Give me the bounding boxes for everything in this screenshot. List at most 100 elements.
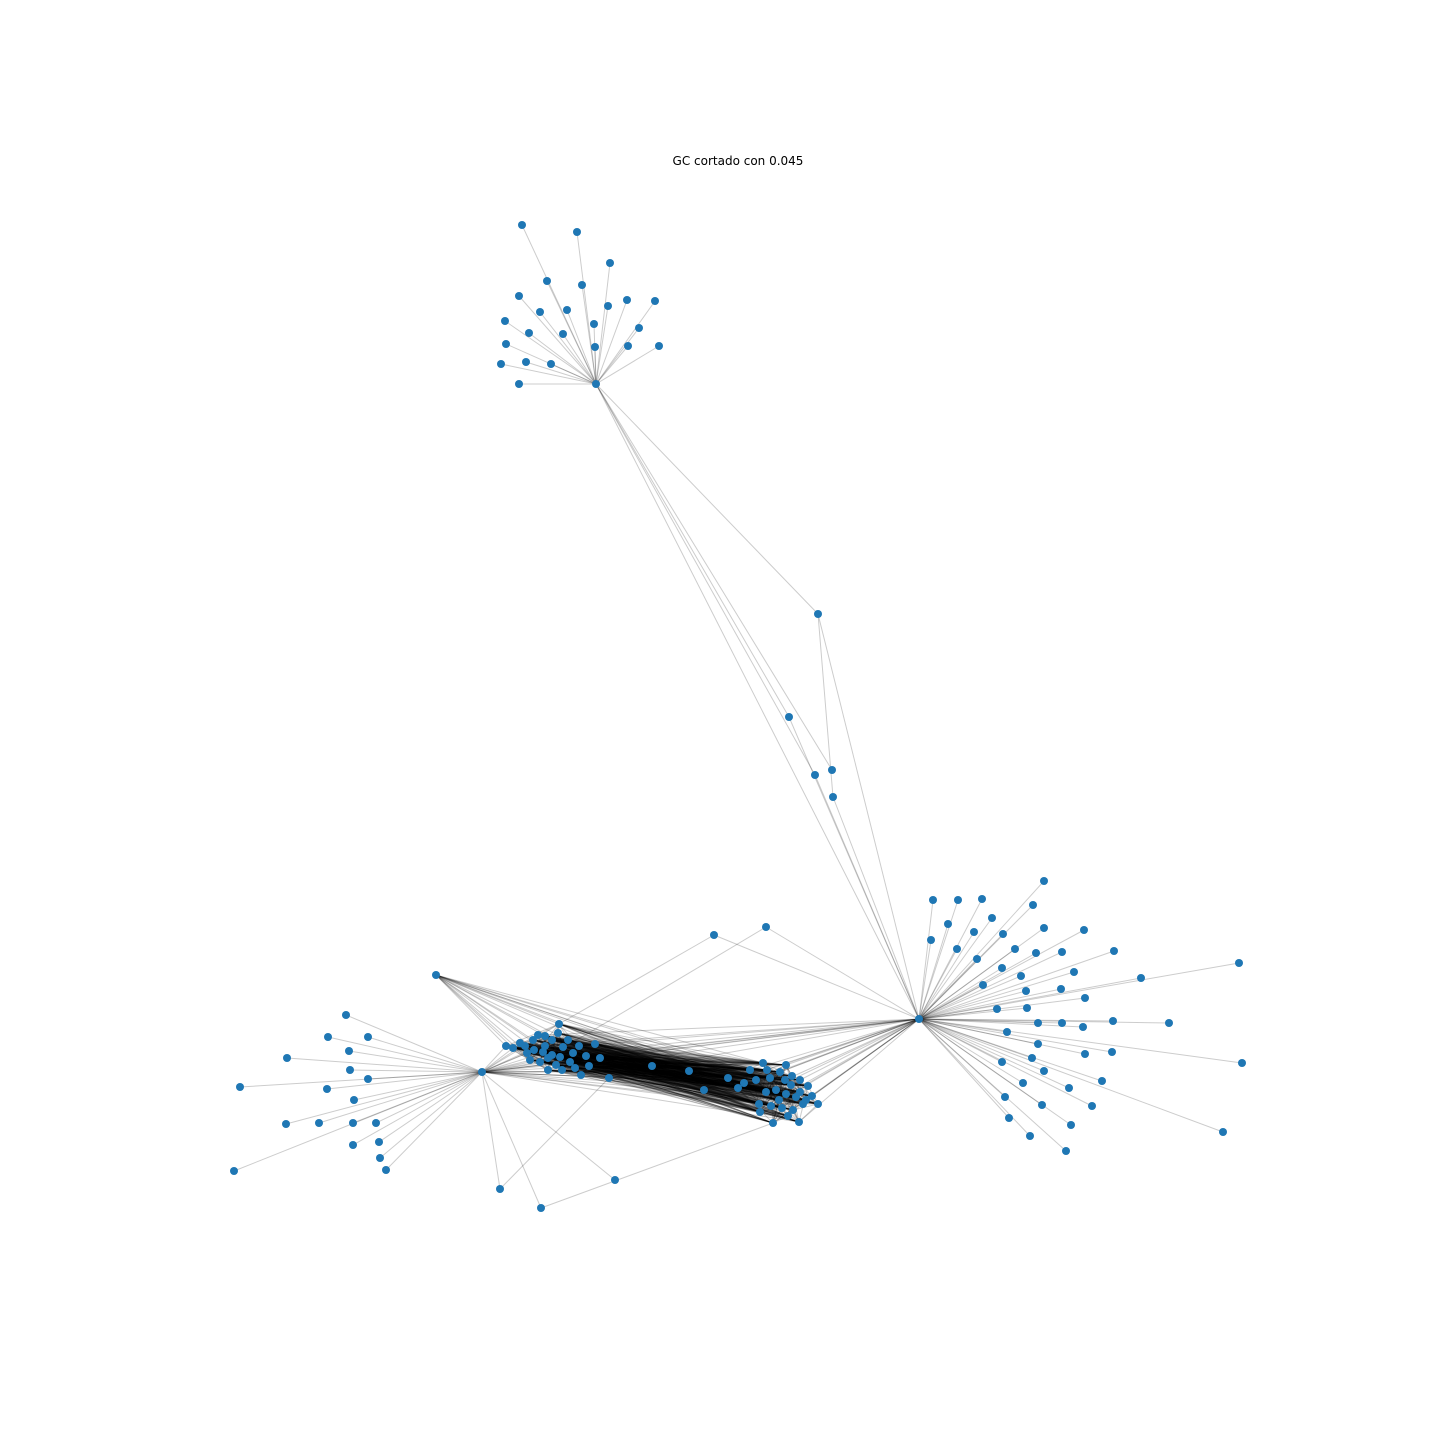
graph-edge bbox=[918, 958, 978, 1020]
graph-edge bbox=[791, 1075, 813, 1097]
leaf-node bbox=[1040, 924, 1048, 932]
cluster-node bbox=[756, 1108, 764, 1116]
graph-edge bbox=[759, 1079, 786, 1113]
graph-edge bbox=[918, 1018, 1070, 1089]
graph-edge bbox=[562, 1018, 920, 1048]
graph-edge bbox=[918, 923, 949, 1020]
leaf-node bbox=[382, 1166, 390, 1174]
cluster-node bbox=[536, 1058, 544, 1066]
graph-node bbox=[710, 931, 718, 939]
graph-edge bbox=[918, 933, 1004, 1020]
leaf-node bbox=[1219, 1128, 1227, 1136]
graph-edge bbox=[765, 926, 920, 1020]
graph-edge bbox=[481, 1069, 751, 1073]
graph-edge bbox=[519, 1042, 801, 1093]
graph-edge bbox=[737, 1079, 786, 1089]
graph-edge bbox=[542, 1051, 745, 1084]
graph-edge bbox=[918, 1018, 1072, 1126]
cluster-node bbox=[782, 1090, 790, 1098]
graph-edge bbox=[327, 1036, 483, 1073]
graph-edge bbox=[546, 280, 597, 385]
graph-edge bbox=[559, 1056, 760, 1105]
graph-edge bbox=[784, 1018, 920, 1081]
leaf-node bbox=[543, 277, 551, 285]
graph-edge bbox=[572, 1052, 780, 1101]
graph-edge bbox=[555, 1064, 801, 1081]
graph-edge bbox=[551, 1039, 787, 1066]
graph-edge bbox=[727, 1075, 793, 1079]
graph-edge bbox=[537, 1034, 739, 1089]
graph-edge bbox=[526, 1035, 546, 1054]
graph-edge bbox=[817, 613, 920, 1020]
graph-edge bbox=[537, 1034, 781, 1073]
leaf-node bbox=[1238, 1059, 1246, 1067]
graph-edge bbox=[918, 899, 959, 1020]
graph-edge bbox=[519, 1042, 729, 1079]
graph-edge bbox=[539, 1061, 751, 1071]
graph-edge bbox=[544, 1045, 819, 1105]
graph-edge bbox=[585, 1055, 787, 1095]
graph-edge bbox=[572, 1052, 787, 1095]
graph-edge bbox=[555, 1064, 772, 1107]
graph-edge bbox=[435, 974, 549, 1071]
graph-edge bbox=[559, 1056, 804, 1105]
graph-edge bbox=[918, 990, 1027, 1020]
leaf-node bbox=[591, 343, 599, 351]
graph-edge bbox=[572, 1052, 781, 1073]
leaf-node bbox=[1235, 959, 1243, 967]
graph-edge bbox=[529, 1023, 560, 1061]
graph-edge bbox=[788, 716, 920, 1020]
graph-edge bbox=[550, 363, 597, 385]
graph-edge bbox=[555, 1064, 767, 1093]
graph-edge bbox=[435, 974, 557, 1066]
leaf-node bbox=[372, 1119, 380, 1127]
leaf-node bbox=[376, 1154, 384, 1162]
graph-edge bbox=[737, 1087, 789, 1117]
graph-edge bbox=[435, 974, 587, 1057]
graph-edge bbox=[481, 1054, 553, 1073]
graph-edge bbox=[524, 1045, 774, 1124]
graph-edge bbox=[574, 1067, 809, 1087]
graph-edge bbox=[505, 1045, 787, 1066]
cluster-node bbox=[746, 1066, 754, 1074]
graph-edge bbox=[765, 1091, 789, 1117]
cluster-node bbox=[564, 1036, 572, 1044]
leaf-node bbox=[1058, 948, 1066, 956]
graph-edge bbox=[559, 1056, 789, 1117]
cluster-node bbox=[502, 1042, 510, 1050]
leaf-node bbox=[364, 1075, 372, 1083]
graph-edge bbox=[561, 1069, 745, 1084]
leaf-node bbox=[978, 895, 986, 903]
graph-edge bbox=[578, 1045, 760, 1105]
graph-edge bbox=[547, 1069, 771, 1079]
graph-edge bbox=[558, 1023, 729, 1079]
leaf-node bbox=[364, 1033, 372, 1041]
graph-edge bbox=[918, 948, 958, 1020]
graph-node bbox=[762, 923, 770, 931]
graph-edge bbox=[537, 1034, 813, 1097]
graph-edge bbox=[375, 1071, 483, 1124]
graph-edge bbox=[561, 1069, 793, 1077]
graph-edge bbox=[547, 1057, 745, 1084]
graph-edge bbox=[770, 1018, 920, 1107]
graph-edge bbox=[790, 1084, 819, 1105]
graph-edge bbox=[594, 1043, 783, 1109]
graph-edge bbox=[569, 1061, 813, 1097]
graph-edge bbox=[567, 1039, 761, 1113]
graph-edge bbox=[572, 1052, 801, 1081]
graph-edge bbox=[562, 1046, 768, 1071]
graph-edge bbox=[542, 1043, 596, 1053]
leaf-node bbox=[590, 320, 598, 328]
graph-edge bbox=[578, 1045, 745, 1084]
graph-edge bbox=[599, 1057, 787, 1095]
graph-edge bbox=[481, 1071, 794, 1111]
graph-edge bbox=[561, 1062, 764, 1071]
graph-edge bbox=[578, 1045, 764, 1064]
leaf-node bbox=[1001, 1093, 1009, 1101]
leaf-node bbox=[623, 296, 631, 304]
graph-edge bbox=[727, 1077, 757, 1081]
graph-edge bbox=[505, 1023, 560, 1047]
graph-edge bbox=[569, 1061, 787, 1095]
graph-edge bbox=[481, 1071, 745, 1084]
